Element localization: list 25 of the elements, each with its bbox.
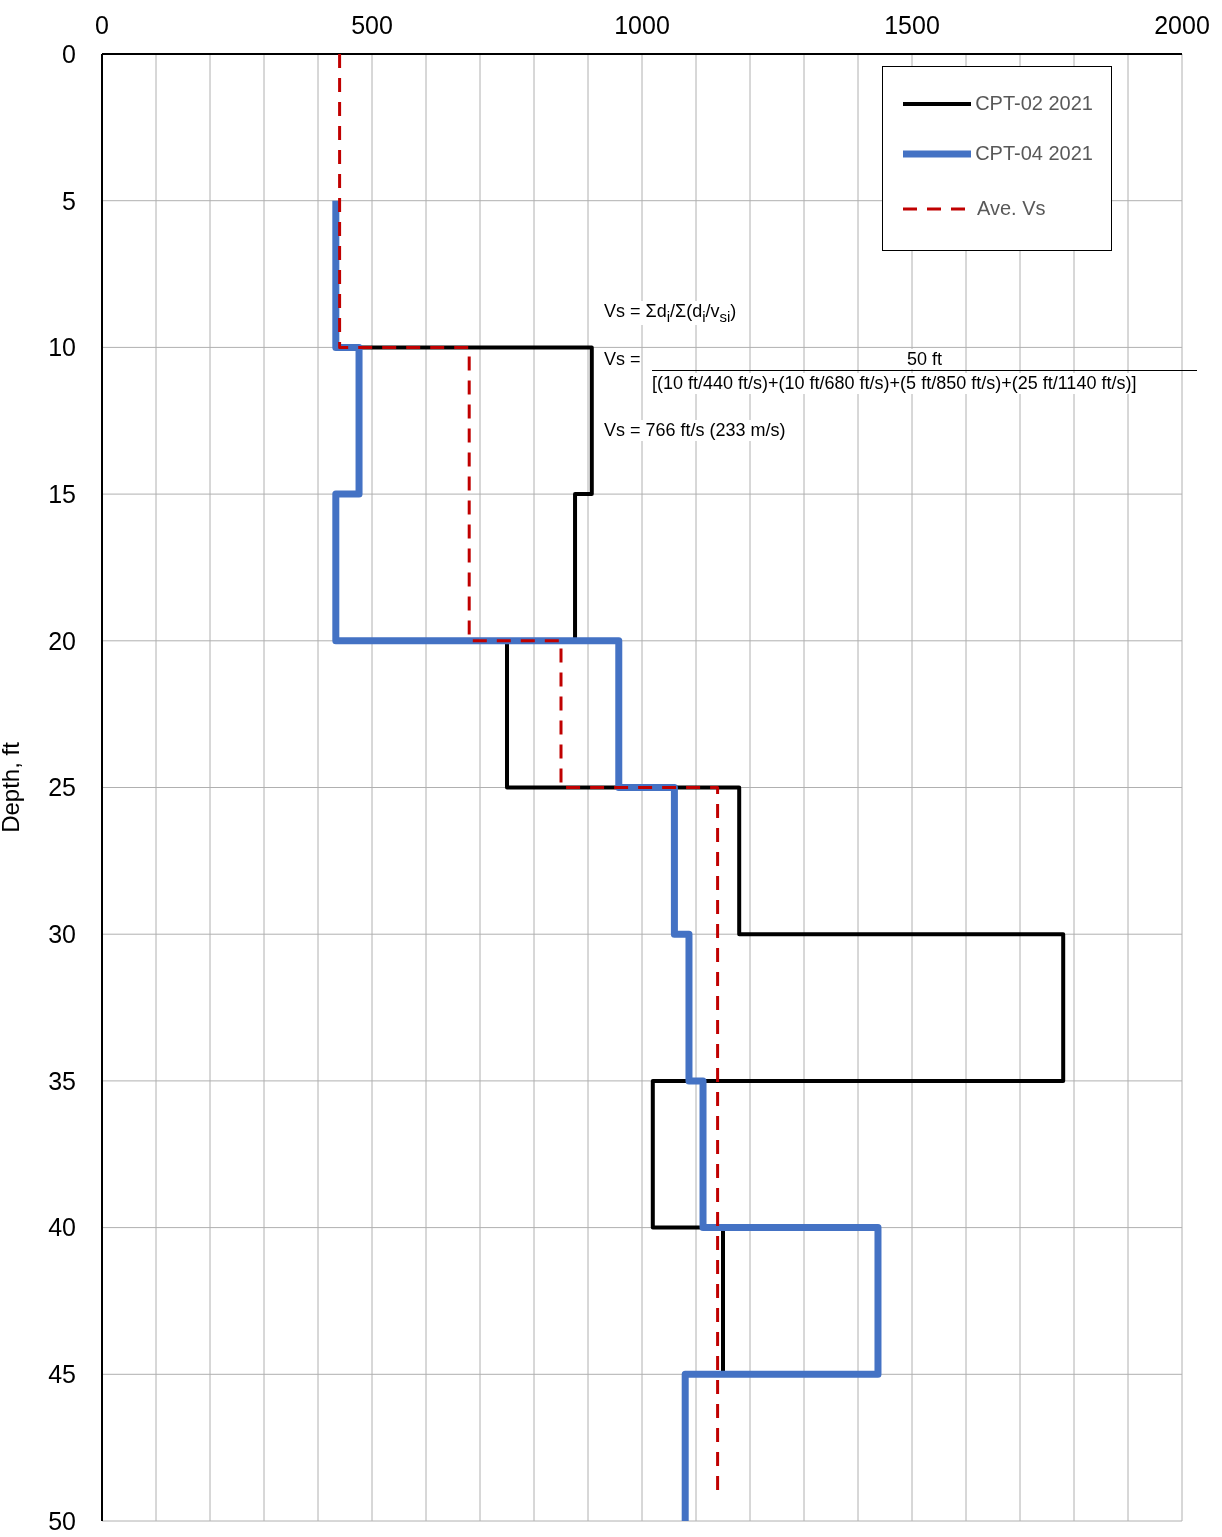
y-tick-label: 35: [48, 1066, 76, 1095]
y-tick-label: 5: [62, 186, 76, 215]
y-axis-title: Depth, ft: [0, 741, 24, 833]
legend-label: CPT-02 2021: [975, 92, 1093, 115]
legend-label: Ave. Vs: [977, 197, 1046, 220]
y-tick-label: 10: [48, 333, 76, 362]
annotation: Vs = Σd$_{i}$/Σ(d$_{i}$/v$_{si}$): [604, 301, 737, 325]
y-tick-label: 45: [48, 1360, 76, 1389]
y-tick-label: 30: [48, 920, 76, 949]
y-tick-label: 40: [48, 1213, 76, 1242]
annotation: Vs =: [604, 349, 641, 369]
annotation: [(10 ft/440 ft/s)+(10 ft/680 ft/s)+(5 ft/850 ft/s)+(25 ft/1140 ft/s)]: [652, 373, 1137, 393]
y-tick-label: 0: [62, 39, 76, 68]
y-tick-label: 15: [48, 479, 76, 508]
x-tick-label: 2000: [1154, 11, 1210, 39]
annotation: 50 ft: [906, 349, 943, 369]
x-tick-label: 0: [95, 11, 109, 39]
annotation: Vs = 766 ft/s (233 m/s): [604, 420, 786, 440]
legend-label: CPT-04 2021: [975, 142, 1093, 165]
x-tick-label: 1000: [614, 11, 670, 39]
y-tick-label: 25: [48, 773, 76, 802]
y-tick-label: 20: [48, 626, 76, 655]
y-tick-label: 50: [48, 1506, 76, 1535]
x-tick-label: 500: [351, 11, 393, 39]
x-tick-label: 1500: [884, 11, 940, 39]
